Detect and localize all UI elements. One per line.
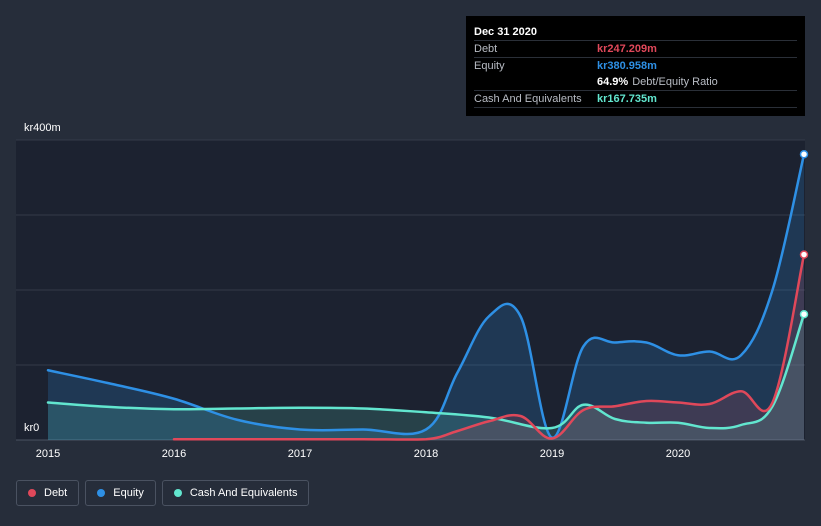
cash-end-marker[interactable] xyxy=(799,309,809,319)
gridlines xyxy=(16,139,805,441)
tooltip-cash-value: kr167.735m xyxy=(597,93,657,105)
legend-cash-dot xyxy=(173,489,182,497)
tooltip-debt-row: Debt kr247.209m xyxy=(474,40,797,57)
legend-item-equity[interactable]: Equity xyxy=(85,480,156,506)
series-lines xyxy=(46,153,806,441)
x-tick-2016: 2016 xyxy=(161,448,187,460)
tooltip-debt-label: Debt xyxy=(474,43,498,55)
tooltip-ratio-value: 64.9% xyxy=(597,76,629,88)
x-tick-2017: 2017 xyxy=(287,448,313,460)
series-end-markers[interactable] xyxy=(799,150,809,319)
tooltip-equity-row: Equity kr380.958m xyxy=(474,57,797,74)
legend-cash-label: Cash And Equivalents xyxy=(189,487,298,499)
legend: Debt Equity Cash And Equivalents xyxy=(16,480,310,506)
x-tick-2018: 2018 xyxy=(413,448,439,460)
equity-line xyxy=(46,153,806,439)
tooltip-debt-value: kr247.209m xyxy=(597,43,657,55)
equity-end-marker[interactable] xyxy=(799,150,809,159)
debt-area xyxy=(174,254,804,440)
tooltip-equity-value: kr380.958m xyxy=(597,60,657,72)
legend-debt-label: Debt xyxy=(44,487,68,499)
x-tick-2015: 2015 xyxy=(35,448,61,460)
legend-debt-dot xyxy=(28,489,36,497)
y-tick-label-zero: kr0 xyxy=(24,422,40,434)
legend-item-debt[interactable]: Debt xyxy=(16,480,80,506)
tooltip: Dec 31 2020 Debt kr247.209m Equity kr380… xyxy=(466,16,805,116)
legend-equity-label: Equity xyxy=(113,487,144,499)
cash-line xyxy=(46,312,806,430)
equity-area xyxy=(48,154,804,440)
legend-equity-dot xyxy=(97,489,106,497)
tooltip-cash-label: Cash And Equivalents xyxy=(474,93,582,105)
y-tick-label-max: kr400m xyxy=(24,122,61,134)
x-tick-2019: 2019 xyxy=(539,448,565,460)
debt-line xyxy=(172,253,806,441)
x-tick-2020: 2020 xyxy=(665,448,691,460)
tooltip-ratio-label: Debt/Equity Ratio xyxy=(632,76,718,88)
tooltip-cash-row: Cash And Equivalents kr167.735m xyxy=(474,90,797,108)
debt-end-marker[interactable] xyxy=(799,250,809,259)
tooltip-date: Dec 31 2020 xyxy=(474,26,537,38)
legend-item-cash[interactable]: Cash And Equivalents xyxy=(161,480,310,506)
tooltip-ratio-spacer xyxy=(474,74,597,90)
tooltip-equity-label: Equity xyxy=(474,60,505,72)
tooltip-ratio-row: 64.9% Debt/Equity Ratio xyxy=(474,74,797,90)
